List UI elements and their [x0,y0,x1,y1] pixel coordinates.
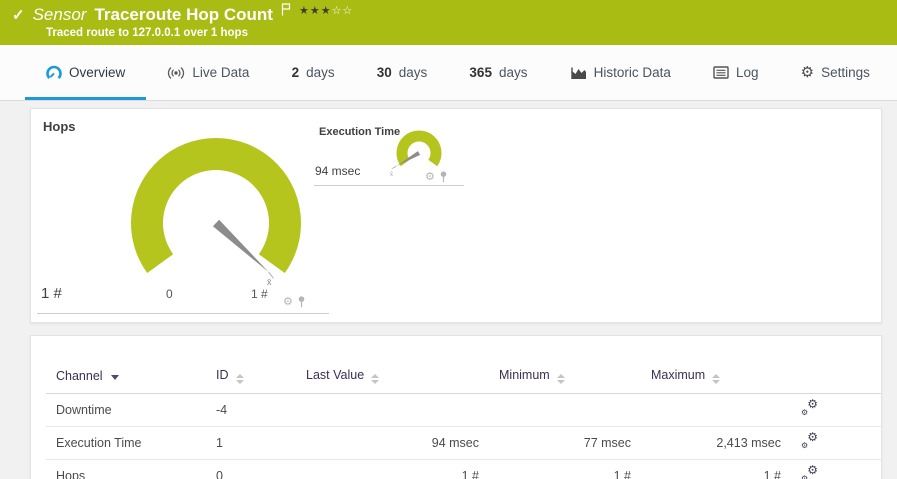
secondary-gauge-title: Execution Time [319,126,401,138]
average-marker: x̄ [390,172,393,178]
cell-maximum: 1 # [641,459,791,479]
secondary-gauge-value: 94 msec [315,164,361,178]
secondary-tile-actions: ⚙ [425,171,448,183]
area-chart-icon [570,66,587,80]
stars-empty: ☆☆ [331,4,354,17]
sensor-kicker: Sensor [32,5,87,24]
tab-number: 30 [376,65,392,80]
sensor-banner: ✓ Sensor Traceroute Hop Count ★★★☆☆ Trac… [0,0,897,45]
sort-icon [235,374,244,384]
gauge-icon [46,65,62,81]
tab-number: 365 [469,65,492,80]
tab-365-days[interactable]: 365 days [448,45,548,100]
cell-id: 0 [206,459,296,479]
stars-filled: ★★★ [298,4,332,17]
pin-icon[interactable] [297,296,306,308]
hops-gauge: x̄ [131,138,301,287]
live-data-icon [167,66,185,80]
sort-icon [712,374,721,384]
cell-channel: Downtime [46,393,206,427]
channel-table-panel: Channel ID Last Value Minimum Maximum Do… [30,335,882,479]
cell-last-value: 94 msec [296,426,489,460]
cell-channel: Execution Time [46,426,206,460]
tab-label: days [498,65,528,80]
cell-id: 1 [206,426,296,460]
gauge-scale-max: 1 # [251,287,268,301]
primary-gauge-title: Hops [43,119,76,134]
col-header-id[interactable]: ID [206,362,296,394]
tab-label: Log [736,65,759,80]
sort-desc-icon [110,375,119,380]
gauge-scale-min: 0 [166,287,173,301]
sort-icon [371,374,380,384]
channel-table: Channel ID Last Value Minimum Maximum Do… [46,362,881,479]
execution-time-gauge: x̄ [390,130,442,178]
average-marker: x̄ [267,277,272,287]
primary-gauge-value: 1 # [41,285,62,302]
tab-label: days [398,65,428,80]
col-header-minimum[interactable]: Minimum [489,362,641,394]
tab-overview[interactable]: Overview [25,45,147,100]
cell-maximum [641,393,791,427]
tab-historic-data[interactable]: Historic Data [549,45,692,100]
tab-label: Historic Data [593,65,671,80]
cell-channel: Hops [46,459,206,479]
cell-maximum: 2,413 msec [641,426,791,460]
gauge-settings-icon[interactable]: ⚙ [283,296,293,308]
tab-number: 2 [291,65,300,80]
tab-log[interactable]: Log [692,45,780,100]
primary-tile-underline [37,313,329,314]
cell-last-value [296,393,489,427]
overview-gauges-panel: Hops x̄ 0 1 # 1 # ⚙ Execution Time x̄ 94… [30,108,882,323]
table-row: Downtime -4 ⚙ ⚙ [46,393,881,427]
page-title: Traceroute Hop Count [94,5,273,24]
primary-tile-actions: ⚙ [283,296,306,308]
cell-id: -4 [206,393,296,427]
tab-live-data[interactable]: Live Data [146,45,270,100]
gauge-settings-icon[interactable]: ⚙ [425,171,435,183]
cell-minimum: 1 # [489,459,641,479]
col-header-actions [791,362,881,394]
col-header-maximum[interactable]: Maximum [641,362,791,394]
channel-settings-icon[interactable]: ⚙ ⚙ [801,397,818,417]
sensor-tabbar: Overview Live Data 2 days 30 days 365 da… [0,45,897,101]
channel-settings-icon[interactable]: ⚙ ⚙ [801,463,818,479]
tab-settings[interactable]: ⚙ Settings [780,45,891,100]
channel-settings-icon[interactable]: ⚙ ⚙ [801,430,818,450]
table-row: Execution Time 1 94 msec 77 msec 2,413 m… [46,426,881,460]
flag-icon [281,3,291,21]
log-icon [713,66,729,79]
sort-icon [556,374,565,384]
pin-icon[interactable] [439,171,448,183]
cell-last-value: 1 # [296,459,489,479]
tab-30-days[interactable]: 30 days [356,45,449,100]
cell-minimum [489,393,641,427]
cell-minimum: 77 msec [489,426,641,460]
status-ok-icon: ✓ [12,6,25,24]
tab-label: Settings [821,65,870,80]
gear-icon: ⚙ [800,64,815,81]
table-header-row: Channel ID Last Value Minimum Maximum [46,362,881,394]
tab-label: Overview [69,65,126,80]
tab-2-days[interactable]: 2 days [271,45,356,100]
secondary-tile-underline [314,185,464,186]
tab-label: days [306,65,335,80]
col-header-channel[interactable]: Channel [46,362,206,394]
sensor-status-message: Traced route to 127.0.0.1 over 1 hops [46,27,248,39]
col-header-last-value[interactable]: Last Value [296,362,489,394]
table-row: Hops 0 1 # 1 # 1 # ⚙ ⚙ [46,459,881,479]
tab-label: Live Data [192,65,250,80]
priority-stars[interactable]: ★★★☆☆ [299,4,353,17]
